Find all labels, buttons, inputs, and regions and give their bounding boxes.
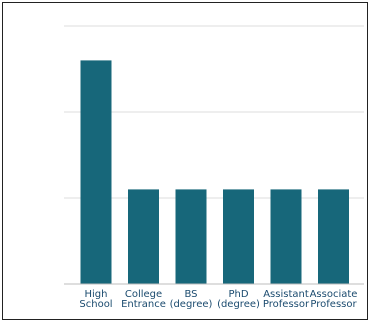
x-tick-label: Assistant Professor — [263, 289, 310, 310]
x-tick-label: PhD (degree) — [217, 289, 260, 310]
x-tick-label-line: BS — [184, 289, 197, 300]
bar — [175, 189, 207, 284]
bar — [270, 189, 302, 284]
x-tick-label: College Entrance — [121, 289, 166, 310]
x-tick-label-line: Professor — [263, 299, 310, 310]
x-tick-label-line: School — [79, 299, 112, 310]
x-tick-label-line: (degree) — [217, 299, 260, 310]
x-tick-label-line: (degree) — [170, 299, 213, 310]
x-tick-label: BS (degree) — [170, 289, 213, 310]
x-tick-label: High School — [79, 289, 112, 310]
x-tick-label-line: High — [85, 289, 108, 300]
bar — [80, 60, 112, 285]
bar — [318, 189, 349, 284]
x-tick-label-line: Professor — [310, 299, 357, 310]
x-tick-label-line: PhD — [228, 289, 248, 300]
gridlines — [64, 25, 364, 199]
bars — [80, 60, 349, 285]
x-tick-label-line: Assistant — [263, 289, 309, 300]
x-tick-label-line: Associate — [310, 289, 358, 300]
x-tick-label: Associate Professor — [310, 289, 358, 310]
x-tick-label-line: Entrance — [121, 299, 166, 310]
bar — [128, 189, 159, 284]
bar — [223, 189, 254, 284]
x-tick-label-line: College — [125, 289, 162, 300]
